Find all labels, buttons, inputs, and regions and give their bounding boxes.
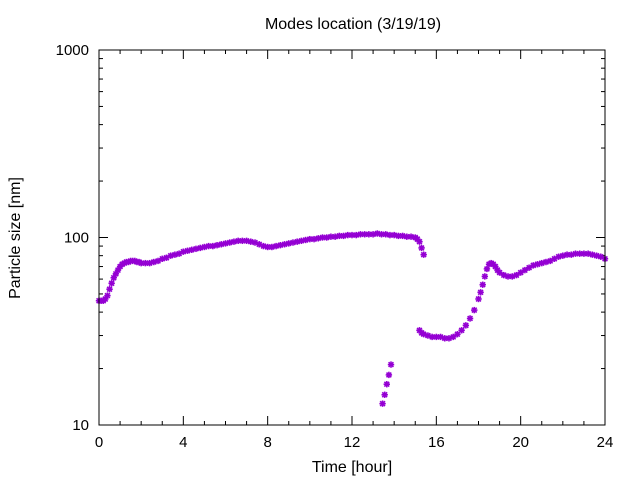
data-point (458, 327, 465, 334)
data-point (420, 251, 427, 258)
data-point (555, 253, 562, 260)
x-tick-label: 0 (95, 434, 103, 451)
data-point (462, 322, 470, 329)
x-tick-label: 20 (512, 434, 529, 451)
data-point (576, 250, 583, 257)
axis-tick-labels: 0 4 8 12 16 20 24 10 100 1000 (56, 42, 614, 451)
x-tick-label: 4 (179, 434, 187, 451)
data-point (108, 280, 115, 287)
x-tick-label: 12 (344, 434, 361, 451)
y-tick-label: 10 (72, 417, 89, 434)
data-point (260, 242, 267, 250)
data-point (387, 361, 395, 368)
data-point (353, 231, 360, 239)
data-point (385, 371, 393, 379)
plot-frame (98, 49, 606, 426)
data-point (477, 289, 484, 296)
chart-title: Modes location (3/19/19) (265, 16, 441, 33)
data-point (399, 232, 406, 240)
data-point (481, 273, 489, 280)
y-tick-label: 100 (64, 230, 89, 247)
data-point (418, 244, 425, 252)
x-tick-label: 24 (597, 434, 614, 451)
data-points (95, 230, 609, 407)
data-point (466, 315, 474, 322)
data-point (383, 381, 390, 388)
data-point (159, 255, 166, 262)
data-point (475, 295, 482, 303)
data-point (106, 285, 113, 293)
data-point (584, 250, 592, 257)
data-point (479, 281, 486, 288)
data-point (293, 238, 301, 245)
data-point (382, 231, 389, 238)
y-tick-label: 1000 (56, 42, 89, 59)
data-point (379, 400, 386, 407)
y-axis-label: Particle size [nm] (7, 177, 24, 299)
data-point (381, 391, 388, 398)
data-point (454, 330, 461, 338)
data-point (471, 306, 478, 314)
data-point (298, 237, 305, 245)
data-point (104, 292, 111, 299)
data-point (416, 238, 423, 245)
x-tick-label: 16 (428, 434, 445, 451)
x-axis-label: Time [hour] (312, 459, 392, 476)
x-tick-label: 8 (263, 434, 271, 451)
